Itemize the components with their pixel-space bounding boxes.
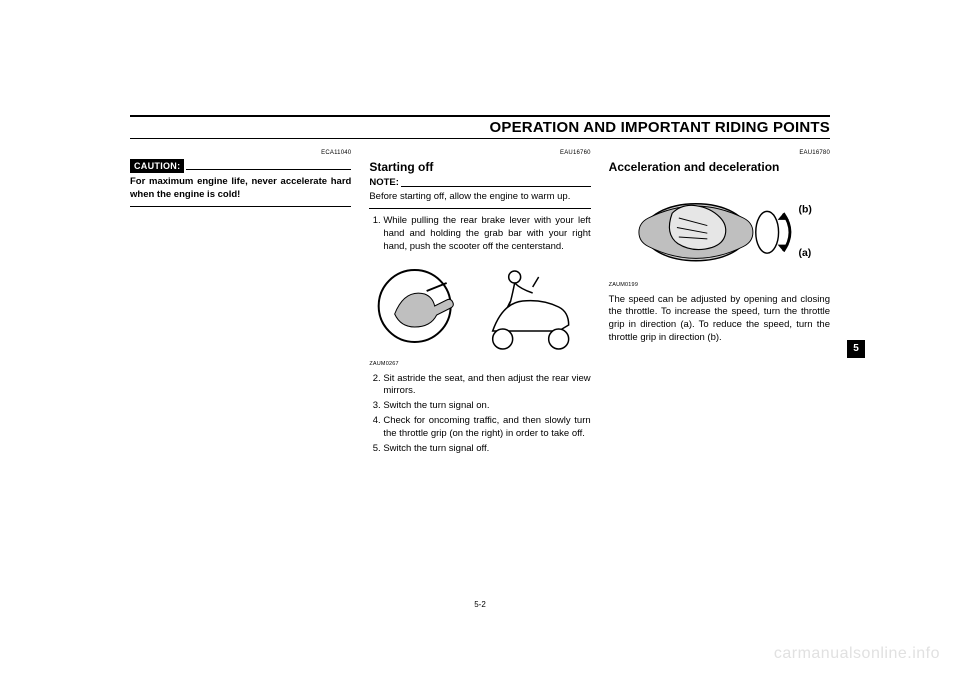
note-rule bbox=[401, 186, 591, 187]
doc-id: EAU16760 bbox=[369, 149, 590, 157]
section-rule bbox=[130, 206, 351, 207]
header-rule-top bbox=[130, 115, 830, 117]
steps-list-top: While pulling the rear brake lever with … bbox=[369, 215, 590, 253]
column-1: ECA11040 CAUTION: For maximum engine lif… bbox=[130, 149, 351, 457]
caution-heading-row: CAUTION: bbox=[130, 159, 351, 173]
steps-list-bottom: Sit astride the seat, and then ad­just t… bbox=[369, 373, 590, 456]
note-heading-row: NOTE: bbox=[369, 177, 590, 190]
figure-throttle: (b) (a) bbox=[609, 180, 830, 275]
list-item: Check for oncoming traffic, and then slo… bbox=[383, 415, 590, 441]
header-rule-bottom bbox=[130, 138, 830, 139]
note-end-rule bbox=[369, 208, 590, 209]
manual-page: OPERATION AND IMPORTANT RIDING POINTS EC… bbox=[130, 115, 830, 615]
figure-scooter bbox=[369, 259, 590, 354]
list-item: Sit astride the seat, and then ad­just t… bbox=[383, 373, 590, 399]
page-number: 5-2 bbox=[130, 600, 830, 609]
caution-rule bbox=[186, 169, 351, 170]
section-heading: Starting off bbox=[369, 159, 590, 175]
section-heading: Acceleration and deceleration bbox=[609, 159, 830, 175]
list-item: Switch the turn signal off. bbox=[383, 443, 590, 456]
column-3: EAU16780 Acceleration and deceleration (… bbox=[609, 149, 830, 457]
chapter-tab: 5 bbox=[847, 340, 865, 358]
label-a: (a) bbox=[798, 248, 811, 259]
page-title: OPERATION AND IMPORTANT RIDING POINTS bbox=[130, 119, 830, 136]
watermark: carmanualsonline.info bbox=[774, 645, 940, 663]
list-item: Switch the turn signal on. bbox=[383, 400, 590, 413]
column-container: ECA11040 CAUTION: For maximum engine lif… bbox=[130, 149, 830, 457]
body-text: The speed can be adjusted by opening and… bbox=[609, 294, 830, 345]
note-text: Before starting off, allow the engine to… bbox=[369, 191, 590, 204]
figure-id: ZAUM0199 bbox=[609, 282, 830, 289]
doc-id: ECA11040 bbox=[130, 149, 351, 157]
figure-id: ZAUM0267 bbox=[369, 361, 590, 368]
column-2: EAU16760 Starting off NOTE: Before start… bbox=[369, 149, 590, 457]
caution-label: CAUTION: bbox=[130, 159, 184, 173]
label-b: (b) bbox=[798, 205, 811, 216]
note-label: NOTE: bbox=[369, 177, 399, 190]
list-item: While pulling the rear brake lever with … bbox=[383, 215, 590, 253]
caution-text: For maximum engine life, never ac­celera… bbox=[130, 176, 351, 202]
doc-id: EAU16780 bbox=[609, 149, 830, 157]
